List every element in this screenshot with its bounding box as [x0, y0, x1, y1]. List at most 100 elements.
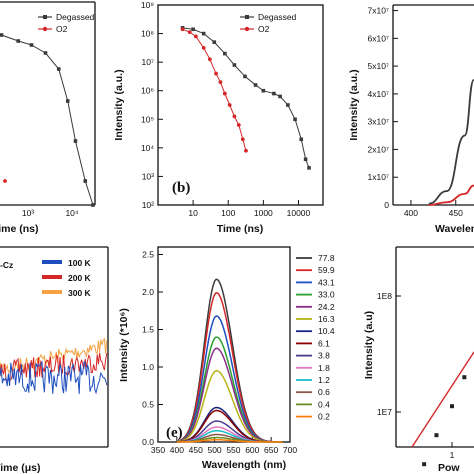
- panel-a-legend-o2: O2: [56, 24, 68, 34]
- panel-b-legend-o2-marker: [244, 26, 250, 32]
- data-point: [278, 94, 282, 99]
- legend-entry: 24.2: [318, 302, 335, 312]
- x-tick-label: 100: [221, 208, 235, 218]
- panel-c-y-label: Intensity (a.u.): [348, 69, 360, 140]
- legend-entry: 59.9: [318, 265, 335, 275]
- panel-d: -Cz 100 K 200 K 300 K Time (μs): [0, 246, 109, 474]
- x-tick-label: 700: [283, 445, 297, 455]
- panel-f-xtick-label-1: 1: [450, 450, 455, 460]
- panel-b-series-o2: [180, 27, 248, 153]
- panel-e-curves: [176, 278, 283, 443]
- y-tick-label: 10⁶: [141, 86, 154, 96]
- panel-e-x-ticks: 350 400 450 500 550 600 650 700: [151, 437, 297, 455]
- y-tick-label: 2.5: [142, 250, 154, 260]
- data-point: [83, 179, 88, 183]
- legend-entry: 6.1: [318, 338, 330, 348]
- data-point: [29, 43, 34, 47]
- panel-c-x-label: Wavelen: [435, 223, 474, 235]
- y-tick-label: 1x10⁷: [367, 172, 389, 182]
- x-tick-label: 10000: [287, 208, 311, 218]
- panel-b-x-label: Time (ns): [217, 223, 263, 235]
- legend-entry: 16.3: [318, 314, 335, 324]
- panel-b-legend-degassed-marker: [245, 15, 249, 19]
- data-point: [56, 67, 61, 71]
- spectrum-curve: [176, 439, 283, 443]
- data-point: [240, 137, 245, 142]
- panel-d-legend-300k: 300 K: [68, 288, 92, 298]
- panel-a-series-o2: [3, 179, 7, 183]
- y-tick-label: 5x10⁷: [367, 61, 389, 71]
- data-point: [462, 375, 467, 380]
- y-tick-label: 0.5: [142, 400, 154, 410]
- panel-e-x-label: Wavelength (nm): [202, 459, 286, 471]
- data-point: [223, 51, 227, 56]
- panel-a-legend-degassed: Degassed: [56, 12, 95, 22]
- y-tick-label: 2.0: [142, 287, 154, 297]
- panel-e-frame: [157, 246, 291, 443]
- x-tick-label: 1000: [254, 208, 273, 218]
- y-tick-label: 6x10⁷: [367, 33, 389, 43]
- data-point: [187, 30, 192, 35]
- y-tick-label: 1.0: [142, 362, 154, 372]
- legend-entry: 0.2: [318, 412, 330, 422]
- data-point: [303, 157, 308, 162]
- data-point: [243, 74, 247, 79]
- x-tick-label: 450: [189, 445, 203, 455]
- noise-trace: [0, 337, 108, 377]
- data-point: [201, 31, 206, 36]
- y-tick-label: 7x10⁷: [367, 6, 389, 16]
- y-tick-label: 1.5: [142, 325, 154, 335]
- panel-f: 1E8 1E7 1 Intensity (a.u) Pow: [363, 246, 474, 474]
- legend-entry: 1.2: [318, 375, 330, 385]
- x-tick-label: 10: [188, 208, 198, 218]
- panel-f-x-label: Pow: [438, 462, 460, 474]
- data-point: [65, 99, 70, 103]
- panel-a-xtick-10000: 10⁴: [65, 208, 78, 218]
- panel-b-series-degassed: [180, 26, 311, 170]
- decay-line: [182, 27, 310, 169]
- y-tick-label: 10⁴: [141, 143, 154, 153]
- data-point: [434, 433, 439, 438]
- y-tick-label: 10³: [142, 171, 154, 181]
- data-point: [244, 148, 248, 153]
- data-point: [180, 27, 185, 32]
- legend-entry: 33.0: [318, 290, 335, 300]
- x-tick-label: 400: [170, 445, 184, 455]
- data-point: [0, 33, 4, 37]
- panel-e-y-ticks: 0.0 0.5 1.0 1.5 2.0 2.5: [142, 250, 163, 447]
- panel-c-series-o2: [428, 184, 474, 206]
- noise-trace: [0, 352, 108, 382]
- y-tick-label: 3x10⁷: [367, 117, 389, 127]
- data-point: [91, 203, 95, 207]
- data-point: [422, 462, 427, 467]
- panel-e-legend: 77.8 59.9 43.1 33.0 24.2 16.3 10.4 6.1 3.8 1.8 1.2…: [296, 253, 335, 422]
- panel-d-noise-traces: [0, 337, 108, 395]
- data-point: [261, 88, 266, 93]
- data-point: [253, 83, 258, 87]
- x-tick-label: 550: [226, 445, 240, 455]
- panel-d-legend-title: -Cz: [0, 260, 13, 270]
- legend-entry: 1.8: [318, 363, 330, 373]
- legend-entry: 43.1: [318, 277, 335, 287]
- legend-entry: 3.8: [318, 351, 330, 361]
- data-point: [232, 63, 237, 67]
- panel-b-legend-o2: O2: [258, 24, 270, 34]
- panel-e-label: (e): [166, 425, 183, 441]
- y-tick-label: 2x10⁷: [367, 144, 389, 154]
- panel-b-x-ticks: 10 100 1000 10000: [188, 200, 311, 218]
- data-point: [450, 404, 454, 409]
- panel-f-points: [422, 375, 467, 467]
- legend-entry: 0.6: [318, 387, 330, 397]
- x-tick-label: 400: [404, 208, 418, 218]
- y-tick-label: 4x10⁷: [367, 89, 389, 99]
- panel-a: 10³ 10⁴ Time (ns) Degassed O2: [0, 1, 96, 235]
- data-point: [16, 39, 21, 43]
- panel-a-x-label: Time (ns): [0, 223, 38, 235]
- x-tick-label: 450: [449, 208, 463, 218]
- data-point: [3, 179, 7, 183]
- data-point: [272, 91, 276, 96]
- y-tick-label: 10⁹: [141, 0, 154, 10]
- data-point: [193, 34, 198, 39]
- data-point: [191, 27, 195, 32]
